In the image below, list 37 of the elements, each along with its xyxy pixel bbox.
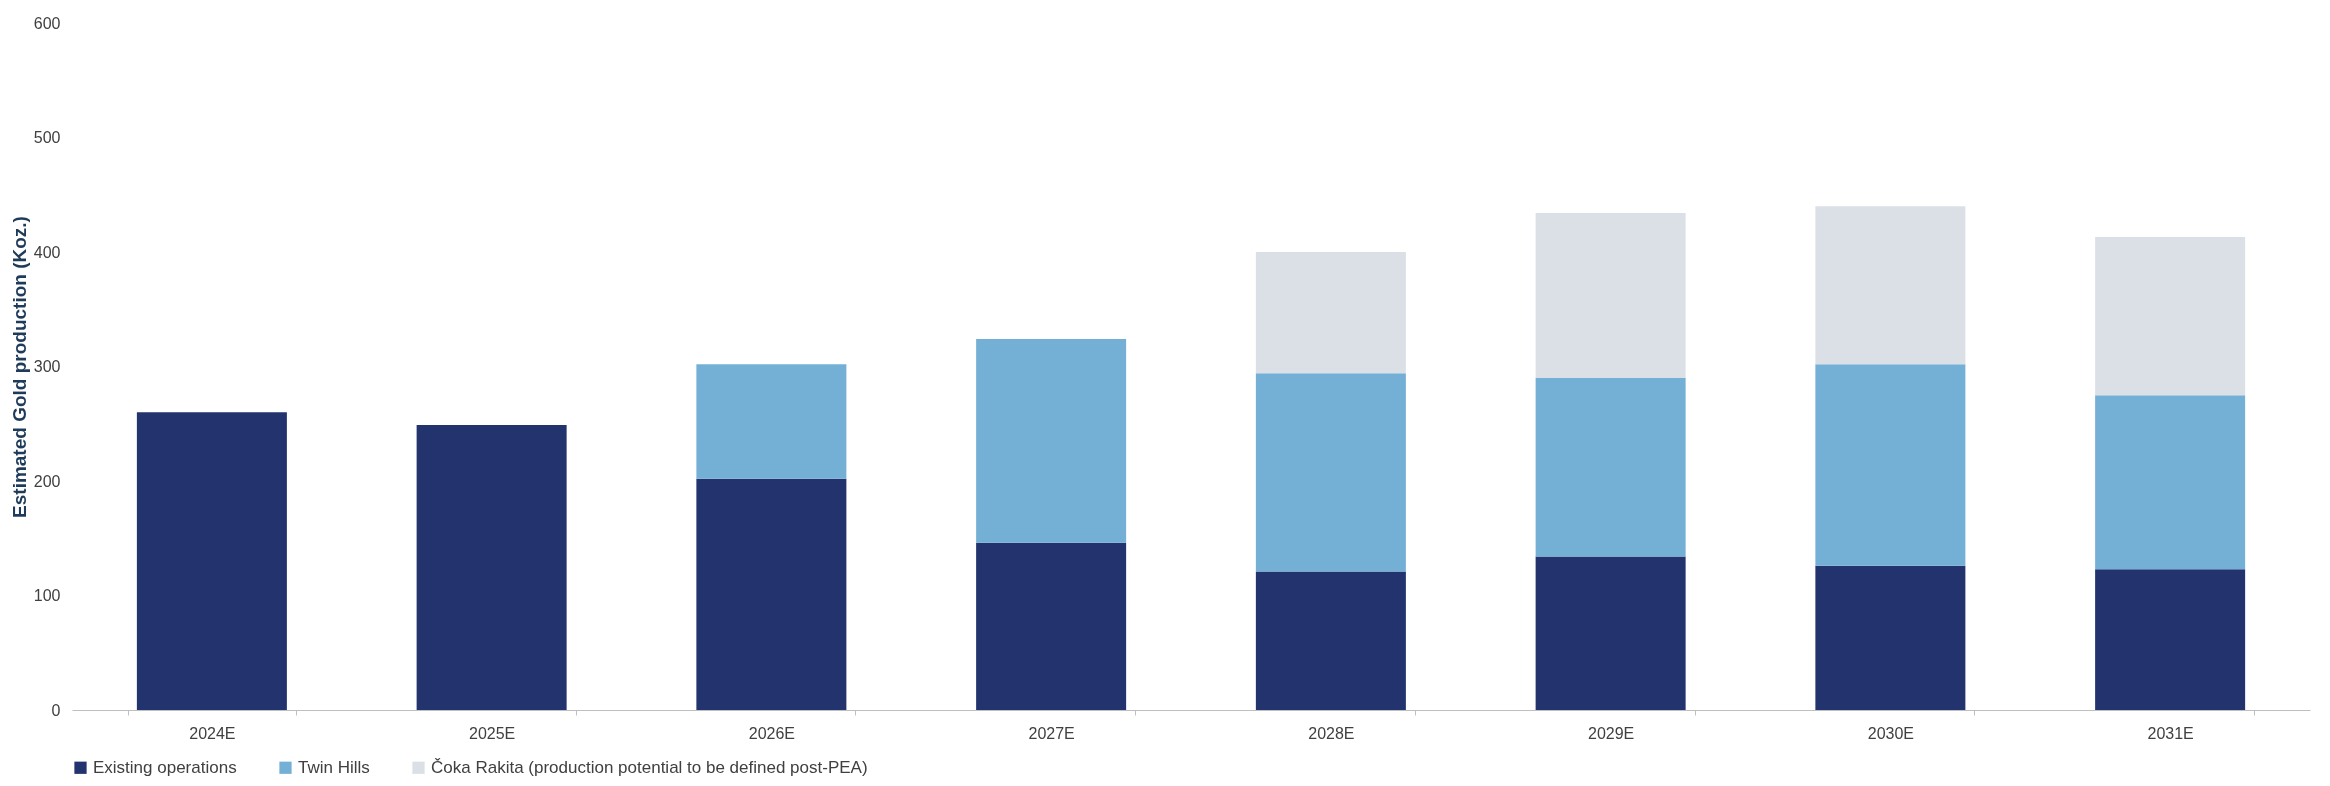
y-tick-label: 200: [33, 472, 61, 490]
legend-label: Existing operations: [93, 757, 237, 777]
bar: [1535, 556, 1686, 710]
bar: [2095, 395, 2246, 570]
legend-label: Čoka Rakita (production potential to be defined post-PEA): [431, 757, 868, 777]
bar: [976, 339, 1127, 543]
y-tick-label: 0: [51, 701, 61, 719]
x-tick-label: 2028E: [1308, 724, 1355, 742]
x-tick-label: 2024E: [189, 724, 236, 742]
bar: [136, 412, 287, 710]
y-axis-title: Estimated Gold production (Koz.): [8, 216, 30, 518]
y-tick-label: 600: [33, 14, 61, 32]
bar: [1255, 373, 1406, 572]
y-tick-label: 300: [33, 358, 61, 375]
bar: [1255, 571, 1406, 710]
x-tick-label: 2026E: [748, 724, 796, 742]
bar: [1535, 213, 1686, 378]
legend-label: Twin Hills: [298, 757, 370, 777]
bar: [1815, 364, 1966, 566]
bar: [1815, 206, 1966, 365]
bar: [1535, 377, 1686, 557]
bar: [1255, 252, 1406, 374]
x-tick-label: 2027E: [1028, 724, 1075, 742]
bar: [2095, 237, 2246, 396]
y-tick-label: 500: [33, 129, 61, 146]
bar: [696, 478, 847, 710]
bar: [976, 542, 1127, 710]
y-tick-label: 400: [33, 243, 61, 261]
bar: [2095, 569, 2246, 710]
bar: [696, 364, 847, 479]
x-tick-label: 2030E: [1867, 724, 1915, 742]
bar: [416, 424, 567, 710]
x-tick-label: 2029E: [1587, 724, 1635, 742]
x-tick-label: 2031E: [2147, 724, 2194, 742]
x-tick-label: 2025E: [468, 724, 516, 742]
y-tick-label: 100: [33, 587, 61, 604]
bar: [1815, 565, 1966, 710]
